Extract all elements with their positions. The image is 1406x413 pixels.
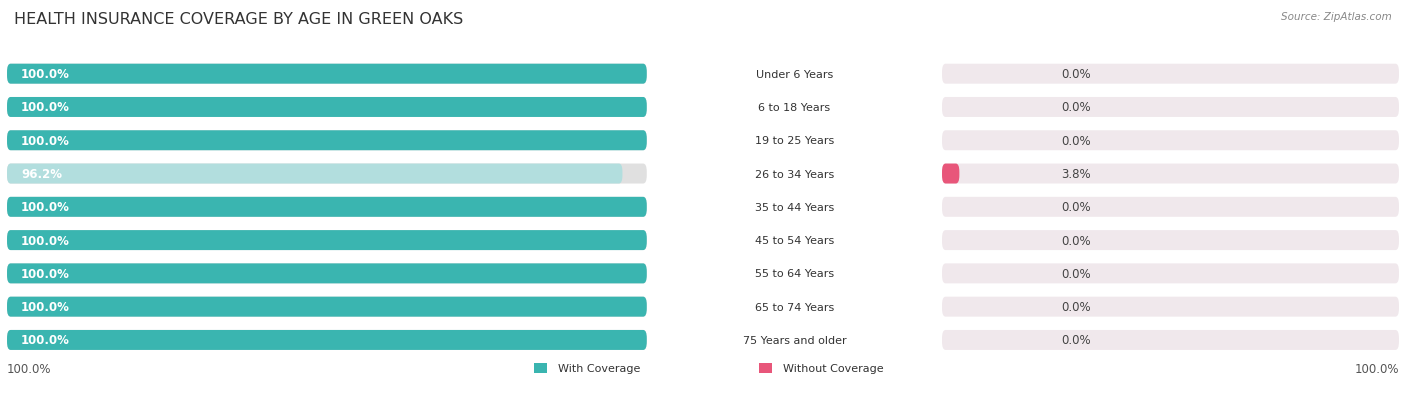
Text: Without Coverage: Without Coverage <box>783 363 884 373</box>
Text: 55 to 64 Years: 55 to 64 Years <box>755 269 834 279</box>
FancyBboxPatch shape <box>7 230 647 250</box>
FancyBboxPatch shape <box>942 164 1399 184</box>
FancyBboxPatch shape <box>7 164 623 184</box>
Text: 6 to 18 Years: 6 to 18 Years <box>758 103 831 113</box>
Text: 0.0%: 0.0% <box>1062 234 1091 247</box>
Text: 100.0%: 100.0% <box>21 334 70 347</box>
Text: 0.0%: 0.0% <box>1062 201 1091 214</box>
Text: 0.0%: 0.0% <box>1062 101 1091 114</box>
Text: 96.2%: 96.2% <box>21 168 62 180</box>
Text: 0.0%: 0.0% <box>1062 334 1091 347</box>
FancyBboxPatch shape <box>942 164 959 184</box>
FancyBboxPatch shape <box>7 230 647 250</box>
FancyBboxPatch shape <box>7 131 647 151</box>
FancyBboxPatch shape <box>942 297 1399 317</box>
FancyBboxPatch shape <box>7 264 647 284</box>
FancyBboxPatch shape <box>7 197 647 217</box>
Text: 100.0%: 100.0% <box>7 362 52 375</box>
FancyBboxPatch shape <box>759 363 772 373</box>
Text: 100.0%: 100.0% <box>21 101 70 114</box>
FancyBboxPatch shape <box>7 131 647 151</box>
Text: Source: ZipAtlas.com: Source: ZipAtlas.com <box>1281 12 1392 22</box>
Text: Under 6 Years: Under 6 Years <box>756 69 832 79</box>
Text: 65 to 74 Years: 65 to 74 Years <box>755 302 834 312</box>
Text: 100.0%: 100.0% <box>21 134 70 147</box>
Text: 100.0%: 100.0% <box>1354 362 1399 375</box>
Text: 0.0%: 0.0% <box>1062 300 1091 313</box>
FancyBboxPatch shape <box>7 98 647 118</box>
Text: HEALTH INSURANCE COVERAGE BY AGE IN GREEN OAKS: HEALTH INSURANCE COVERAGE BY AGE IN GREE… <box>14 12 464 27</box>
FancyBboxPatch shape <box>7 264 647 284</box>
Text: 45 to 54 Years: 45 to 54 Years <box>755 235 834 245</box>
Text: 100.0%: 100.0% <box>21 300 70 313</box>
Text: 26 to 34 Years: 26 to 34 Years <box>755 169 834 179</box>
FancyBboxPatch shape <box>942 230 1399 250</box>
Text: 100.0%: 100.0% <box>21 234 70 247</box>
FancyBboxPatch shape <box>942 264 1399 284</box>
FancyBboxPatch shape <box>7 64 647 85</box>
FancyBboxPatch shape <box>7 197 647 217</box>
Text: 19 to 25 Years: 19 to 25 Years <box>755 136 834 146</box>
Text: 3.8%: 3.8% <box>1062 168 1091 180</box>
Text: 100.0%: 100.0% <box>21 267 70 280</box>
Text: 0.0%: 0.0% <box>1062 134 1091 147</box>
FancyBboxPatch shape <box>7 330 647 350</box>
FancyBboxPatch shape <box>942 131 1399 151</box>
Text: 75 Years and older: 75 Years and older <box>742 335 846 345</box>
FancyBboxPatch shape <box>7 98 647 118</box>
Text: 100.0%: 100.0% <box>21 201 70 214</box>
FancyBboxPatch shape <box>7 164 647 184</box>
FancyBboxPatch shape <box>534 363 547 373</box>
Text: With Coverage: With Coverage <box>558 363 641 373</box>
Text: 100.0%: 100.0% <box>21 68 70 81</box>
Text: 35 to 44 Years: 35 to 44 Years <box>755 202 834 212</box>
Text: 0.0%: 0.0% <box>1062 68 1091 81</box>
Text: 0.0%: 0.0% <box>1062 267 1091 280</box>
FancyBboxPatch shape <box>7 64 647 85</box>
FancyBboxPatch shape <box>7 297 647 317</box>
FancyBboxPatch shape <box>942 330 1399 350</box>
FancyBboxPatch shape <box>942 64 1399 85</box>
FancyBboxPatch shape <box>7 297 647 317</box>
FancyBboxPatch shape <box>942 197 1399 217</box>
FancyBboxPatch shape <box>942 98 1399 118</box>
FancyBboxPatch shape <box>7 330 647 350</box>
